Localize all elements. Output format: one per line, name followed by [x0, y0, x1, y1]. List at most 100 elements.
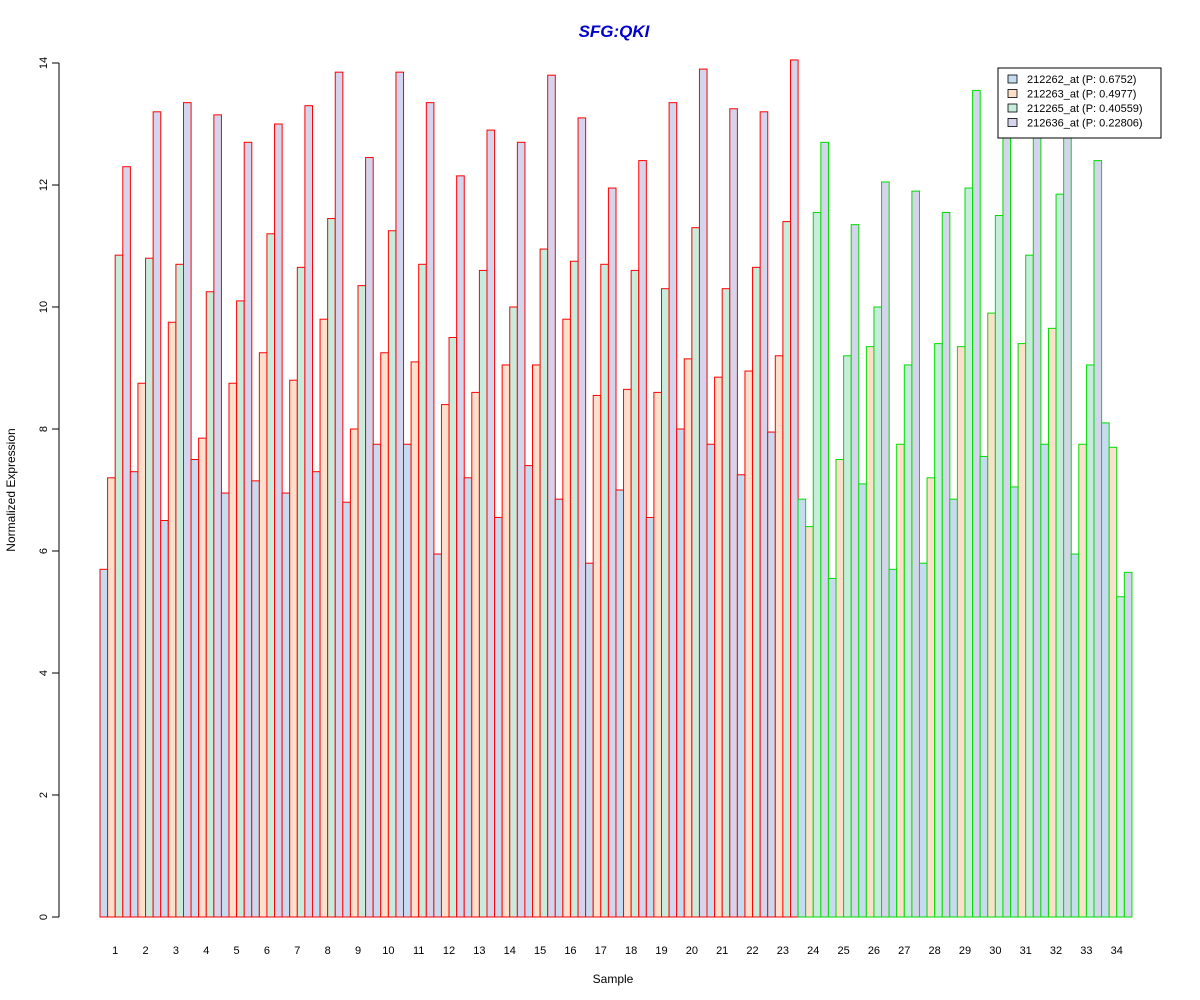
bar [592, 394, 602, 918]
bar [691, 227, 700, 918]
bar [949, 498, 958, 918]
bar [251, 480, 260, 918]
bar [304, 105, 313, 918]
x-tick-label: 29 [959, 945, 971, 957]
bar [964, 187, 974, 918]
bar [721, 288, 731, 918]
x-tick-label: 20 [686, 945, 698, 957]
bar [258, 352, 268, 918]
y-tick-label: 6 [38, 548, 50, 554]
bar [403, 443, 412, 918]
bar [387, 230, 397, 918]
bar [934, 343, 943, 918]
y-tick-label: 0 [38, 914, 50, 920]
x-tick-label: 2 [142, 945, 148, 957]
bar [554, 498, 564, 918]
x-tick-label: 19 [655, 945, 667, 957]
bar [516, 141, 526, 918]
bar [873, 306, 883, 918]
bar [774, 355, 784, 918]
y-axis: 0 2 4 6 8 10 12 14 [38, 57, 60, 920]
bar [547, 74, 556, 918]
bar [524, 465, 534, 918]
x-tick-label: 4 [203, 945, 209, 957]
bar [236, 300, 245, 918]
bar [1040, 443, 1049, 918]
bar [706, 443, 716, 918]
bar [903, 364, 913, 918]
legend-entry: 212262_at (P: 0.6752) [1027, 74, 1136, 86]
bar [714, 376, 723, 918]
x-tick-label: 8 [325, 945, 331, 957]
x-tick-label: 1 [112, 945, 118, 957]
bar [562, 318, 571, 918]
bar [274, 123, 283, 918]
x-tick-label: 9 [355, 945, 361, 957]
bar [782, 221, 792, 918]
bar [790, 59, 799, 918]
bar [99, 568, 109, 918]
bar [1032, 135, 1042, 918]
bar [835, 459, 845, 918]
x-tick-label: 12 [443, 945, 455, 957]
bar [380, 352, 389, 918]
bar [941, 211, 951, 918]
x-tick-label: 28 [929, 945, 941, 957]
bar [843, 355, 852, 918]
x-tick-label: 25 [837, 945, 849, 957]
y-axis-title: Normalized Expression [4, 428, 18, 551]
x-tick-label: 24 [807, 945, 819, 957]
bar [759, 111, 769, 918]
bar [478, 269, 488, 918]
x-tick-label: 11 [413, 945, 424, 957]
legend-entry: 212636_at (P: 0.22806) [1027, 118, 1143, 130]
y-tick-label: 8 [38, 426, 50, 432]
bar [1063, 135, 1072, 918]
bar [1070, 553, 1080, 918]
bar [129, 471, 139, 918]
bar [152, 111, 162, 918]
bar [1025, 254, 1034, 918]
bar [972, 89, 981, 918]
bar [145, 257, 154, 918]
bar [319, 318, 329, 918]
bar [645, 516, 655, 918]
bar [911, 190, 921, 918]
bar [1123, 571, 1133, 918]
bar [137, 382, 147, 918]
x-tick-label: 23 [777, 945, 789, 957]
bar [311, 471, 321, 918]
bar [987, 312, 996, 918]
x-axis-title: Sample [593, 972, 634, 986]
bar [107, 477, 116, 918]
legend-swatch [1007, 118, 1018, 127]
bar [1116, 596, 1125, 918]
x-tick-label: 10 [382, 945, 394, 957]
bars-group [99, 59, 1133, 918]
bar [729, 108, 738, 918]
bar [569, 260, 579, 918]
bar [797, 498, 807, 918]
bar [486, 129, 496, 918]
bar [805, 526, 814, 918]
y-tick-label: 10 [38, 301, 50, 313]
bar [266, 233, 276, 918]
bar [1085, 364, 1095, 918]
bar [228, 382, 238, 918]
bar [456, 175, 465, 918]
bar [494, 516, 503, 918]
bar [577, 117, 587, 918]
bar [213, 114, 222, 918]
bar [668, 102, 678, 918]
bar [167, 321, 177, 918]
bar [448, 337, 458, 918]
bar [410, 361, 420, 918]
bar [1108, 446, 1118, 918]
bar [1002, 135, 1012, 918]
bar [865, 346, 875, 918]
bar [896, 443, 905, 918]
bar [395, 71, 405, 918]
bar [888, 568, 898, 918]
legend-swatch [1007, 89, 1018, 98]
bar [994, 215, 1004, 918]
